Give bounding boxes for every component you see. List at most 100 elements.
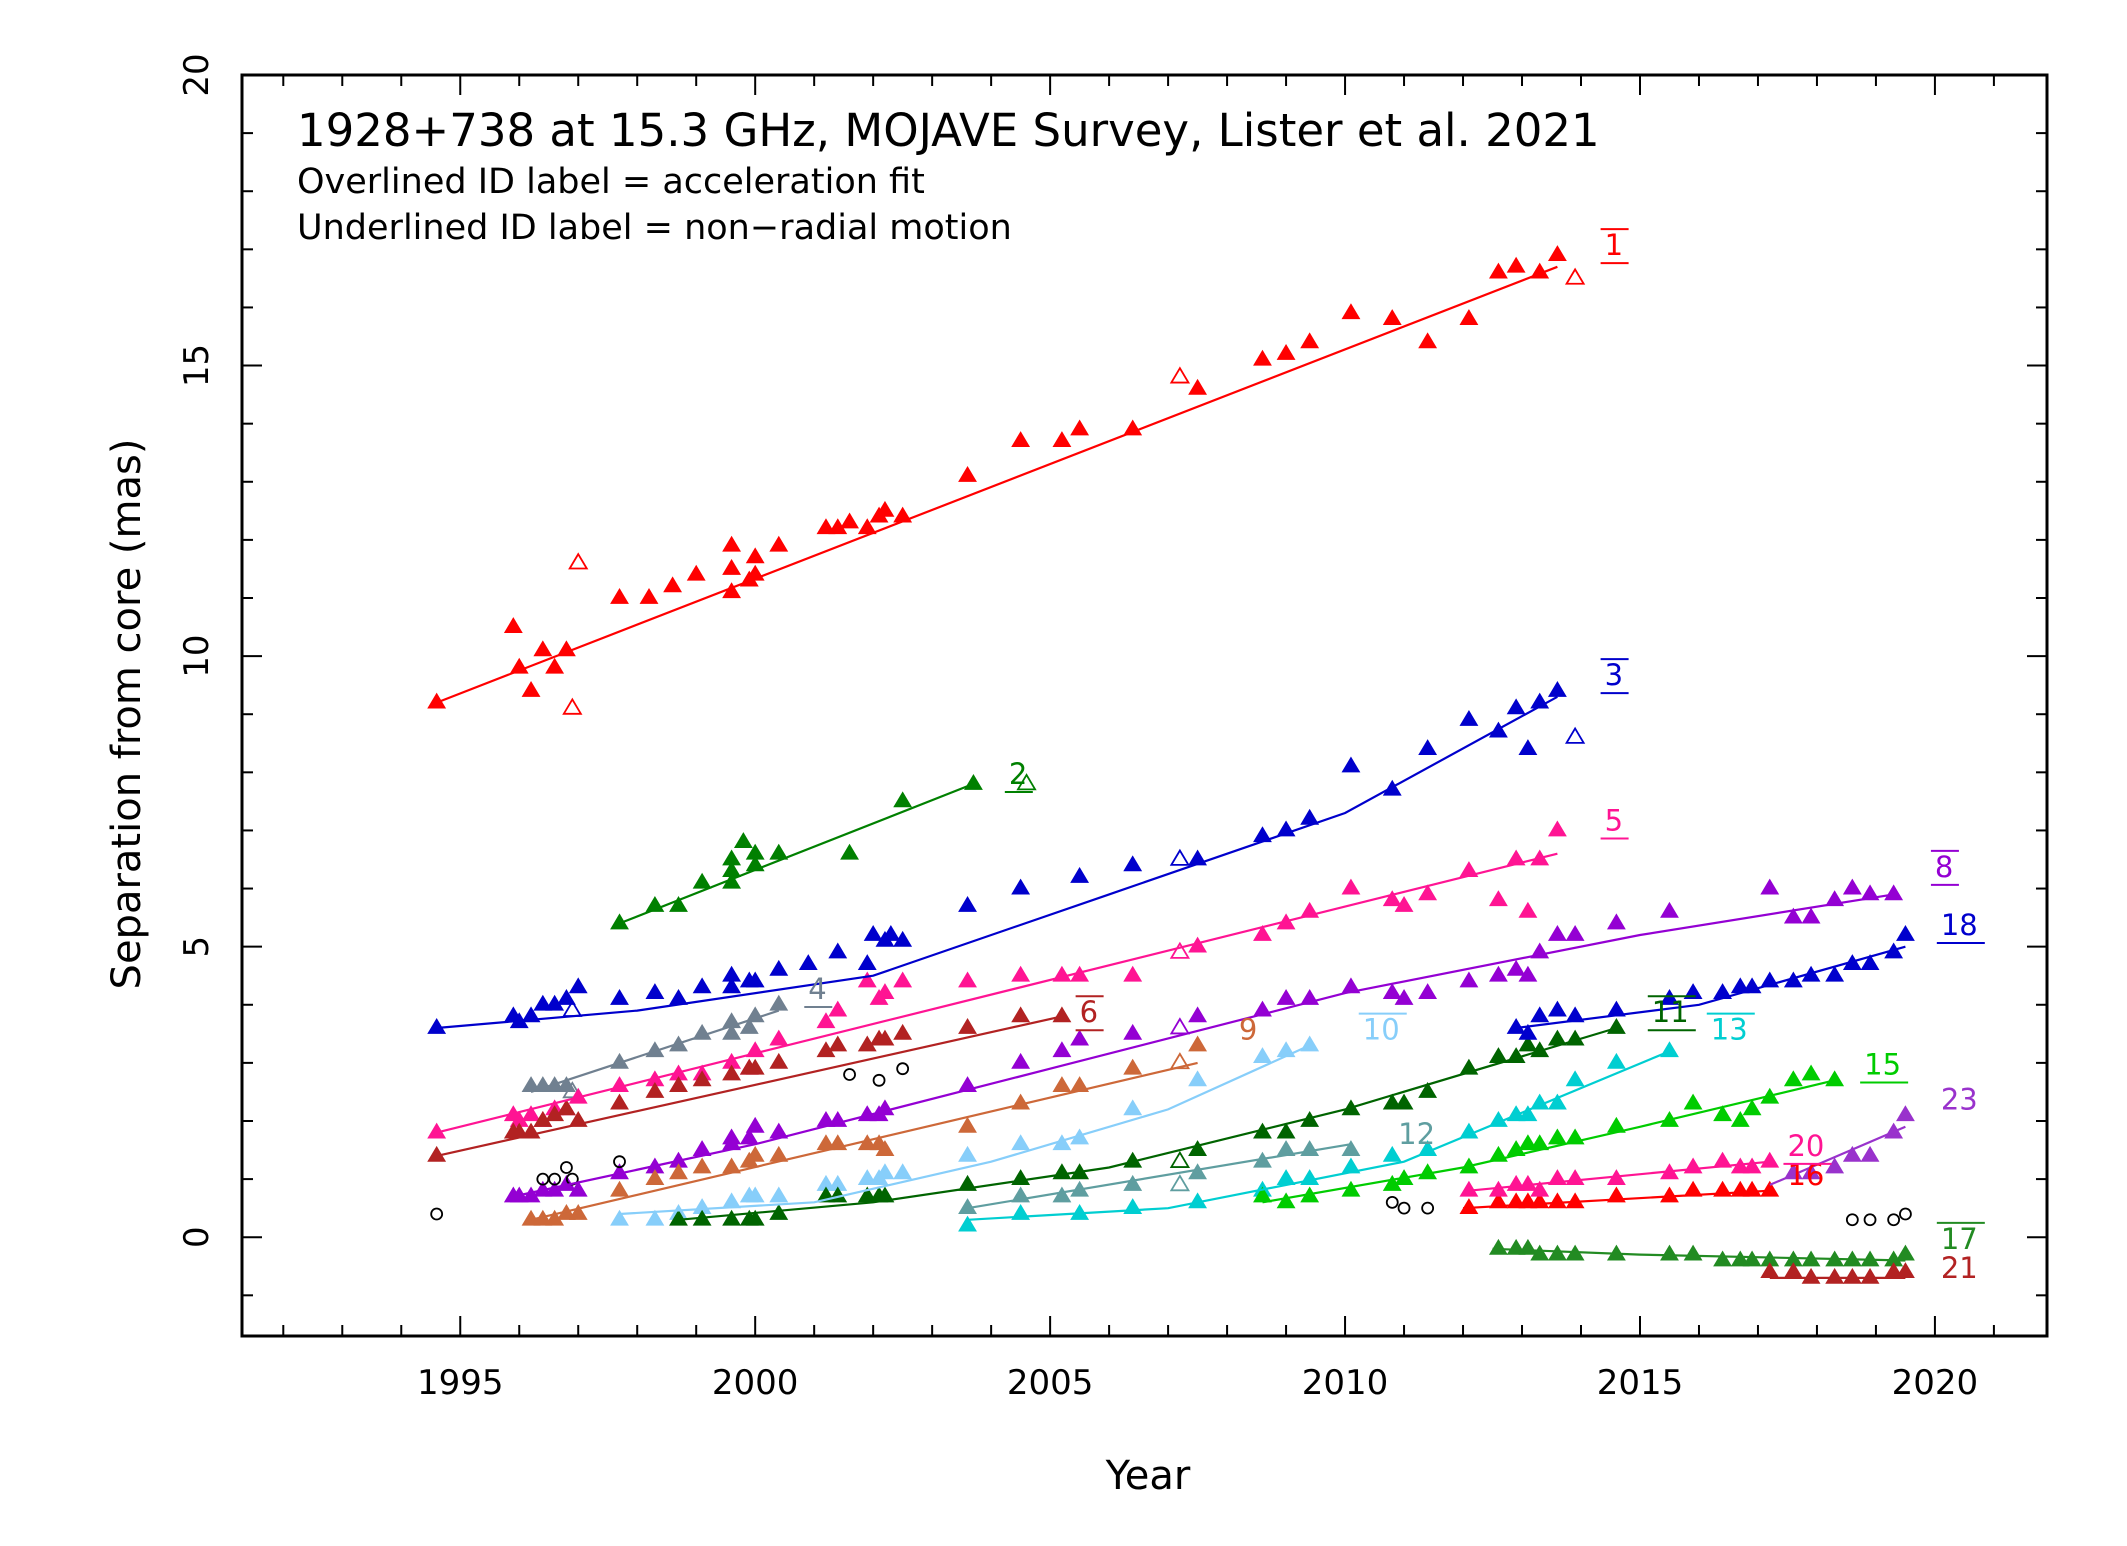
- y-tick-label: 15: [177, 344, 217, 387]
- component-20-point: [1459, 1180, 1479, 1197]
- component-6-point: [692, 1070, 712, 1087]
- component-4-point-open: [562, 1081, 583, 1099]
- component-9-point: [645, 1169, 665, 1186]
- component-3-point: [521, 1006, 541, 1023]
- component-1-point: [1459, 309, 1479, 325]
- component-18-point: [1825, 965, 1845, 982]
- component-3-point: [1506, 698, 1526, 715]
- component-label-8: 8: [1935, 850, 1953, 884]
- component-1-point: [1276, 343, 1296, 360]
- component-3-point: [798, 954, 818, 970]
- component-15-point: [1547, 1128, 1567, 1145]
- component-13-point: [1530, 1093, 1550, 1110]
- unassociated-point-open: [613, 1155, 626, 1169]
- component-6-point: [828, 1035, 848, 1052]
- component-1-point: [722, 558, 742, 575]
- component-label-3: 3: [1605, 658, 1623, 692]
- component-16-fit-line: [1462, 1189, 1770, 1210]
- component-9-point: [610, 1180, 629, 1197]
- component-9-point: [568, 1203, 588, 1220]
- component-23-fit-line: [1769, 1125, 1906, 1186]
- component-5-point: [1382, 890, 1402, 907]
- component-4-point: [533, 1076, 553, 1093]
- component-10-point: [1253, 1047, 1272, 1063]
- component-10-point: [1123, 1099, 1143, 1116]
- component-8-point: [1842, 878, 1862, 895]
- component-5-point: [958, 971, 977, 988]
- component-23-point: [1860, 1145, 1880, 1162]
- component-3-point: [1011, 878, 1031, 895]
- component-8-point: [1070, 1029, 1090, 1046]
- component-21-point: [1842, 1267, 1862, 1284]
- component-6-point: [645, 1081, 665, 1098]
- chart-title: 1928+738 at 15.3 GHz, MOJAVE Survey, Lis…: [297, 104, 1600, 157]
- component-12-point: [958, 1198, 977, 1215]
- y-tick-label: 20: [177, 53, 217, 96]
- component-10-point: [857, 1169, 877, 1186]
- component-20-point: [1530, 1180, 1550, 1197]
- component-18-point: [1896, 925, 1915, 941]
- component-1-point: [1547, 245, 1567, 262]
- component-3-point: [722, 977, 742, 994]
- chart-subtitle-line-1: Overlined ID label = acceleration fit: [297, 162, 925, 202]
- component-6-point: [610, 1093, 629, 1110]
- component-8-point: [1394, 988, 1414, 1005]
- component-2-point: [733, 832, 753, 848]
- component-3-point: [533, 994, 553, 1011]
- component-12-point-open: [1169, 1174, 1191, 1192]
- component-label-2: 2: [1009, 757, 1027, 791]
- unassociated-point-open: [1899, 1207, 1912, 1221]
- component-1-point: [1341, 303, 1361, 320]
- component-3-point: [1070, 866, 1090, 883]
- component-11-point-open: [1169, 1150, 1191, 1168]
- component-9-point: [875, 1140, 895, 1156]
- component-5-point-open: [1169, 941, 1191, 959]
- component-label-17: 17: [1941, 1222, 1978, 1256]
- unassociated-point-open: [430, 1207, 444, 1221]
- component-11-point: [1188, 1140, 1208, 1156]
- component-5-point: [769, 1029, 789, 1046]
- component-2-fit-line: [619, 782, 974, 925]
- x-axis-label: Year: [1105, 1453, 1191, 1499]
- component-8-point-open: [1169, 1017, 1191, 1035]
- component-5-point: [1518, 901, 1538, 918]
- component-10-point: [745, 1186, 765, 1203]
- component-1-point: [1253, 349, 1272, 366]
- component-18-point: [1518, 1023, 1538, 1040]
- unassociated-point-open: [872, 1073, 886, 1087]
- component-12-point: [1052, 1186, 1072, 1203]
- component-1-point: [521, 680, 541, 697]
- component-9-point: [745, 1145, 765, 1162]
- component-18-point: [1506, 1018, 1526, 1034]
- component-1-point: [545, 657, 565, 674]
- component-13-point: [1565, 1070, 1585, 1087]
- component-1-point: [686, 564, 706, 581]
- component-3-point-open: [1564, 726, 1586, 744]
- component-5-point: [1547, 820, 1567, 837]
- component-9-point: [1052, 1076, 1072, 1093]
- component-20-point: [1760, 1151, 1780, 1168]
- component-4-point: [722, 1023, 742, 1040]
- unassociated-point-open: [1845, 1213, 1859, 1227]
- component-1-point-open: [562, 697, 583, 715]
- component-8-point: [1606, 913, 1626, 930]
- component-label-13: 13: [1711, 1013, 1748, 1047]
- unassociated-point-open: [843, 1068, 856, 1081]
- component-3-point: [857, 954, 877, 970]
- component-13-point: [1547, 1093, 1567, 1110]
- fit-lines: [436, 265, 1906, 1280]
- component-4-point: [692, 1023, 712, 1040]
- component-5-point: [1341, 878, 1361, 895]
- component-8-point: [1418, 983, 1438, 1000]
- component-8-point: [1052, 1041, 1072, 1058]
- component-10-point: [1188, 1070, 1208, 1087]
- component-label-21: 21: [1941, 1251, 1978, 1285]
- component-6-point: [722, 1064, 742, 1081]
- component-1-point: [1052, 431, 1072, 447]
- component-8-point: [1276, 988, 1296, 1005]
- component-1-point-open: [568, 552, 589, 570]
- component-3-fit-line: [436, 695, 1558, 1030]
- component-11-point: [1418, 1081, 1438, 1098]
- component-1-point-open: [1169, 366, 1191, 384]
- component-15-point: [1730, 1111, 1750, 1127]
